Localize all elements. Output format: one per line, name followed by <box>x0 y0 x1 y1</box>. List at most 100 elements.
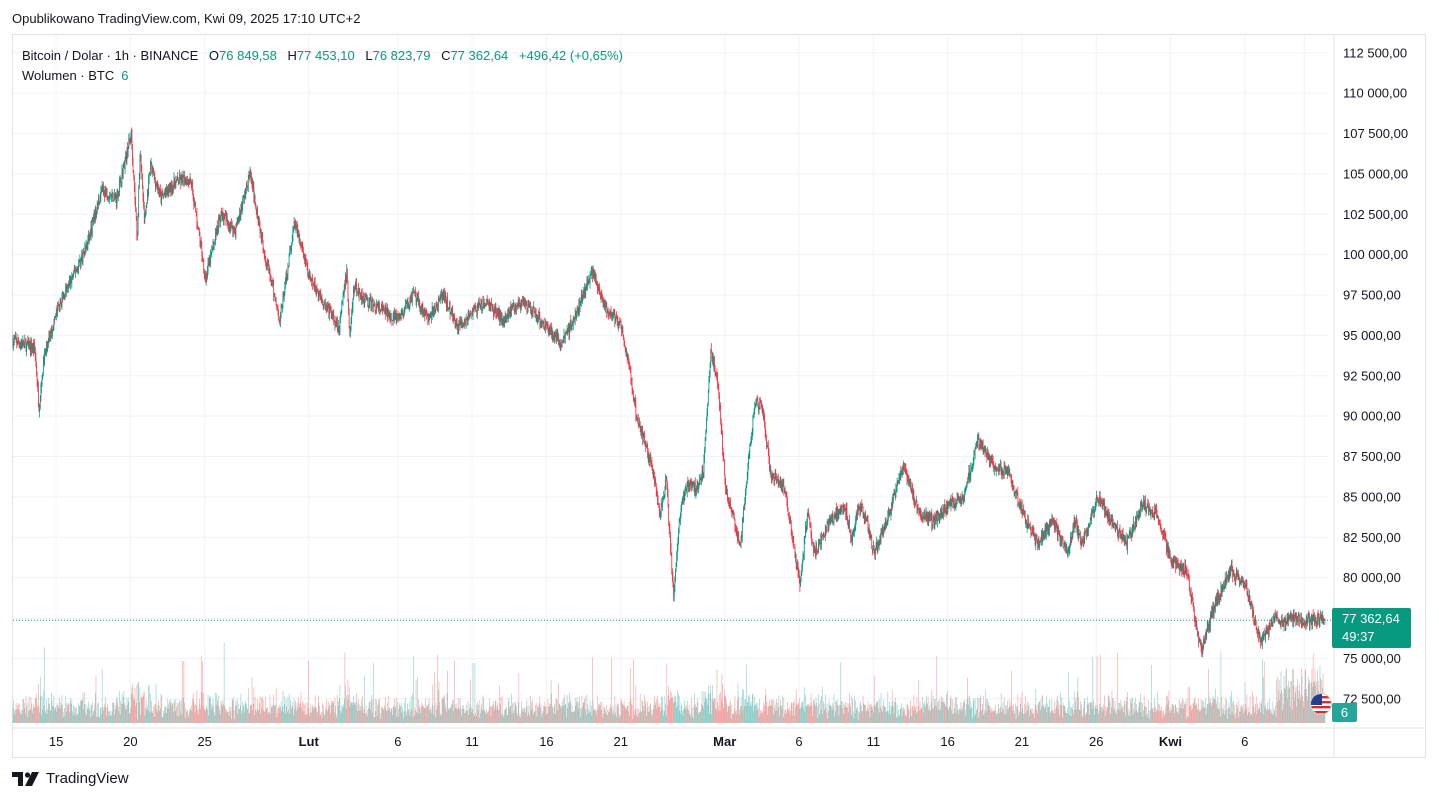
candle-body <box>251 175 252 182</box>
volume-bar <box>1240 706 1242 723</box>
volume-bar <box>433 714 434 723</box>
candle-body <box>318 293 320 299</box>
candle-body <box>873 545 875 552</box>
candle-body <box>135 201 136 209</box>
volume-bar <box>1026 710 1028 723</box>
candle-body <box>173 185 174 191</box>
volume-bar <box>477 710 479 723</box>
candle-body <box>84 247 86 253</box>
volume-bar <box>77 714 78 723</box>
volume-bar <box>39 712 40 723</box>
volume-bar <box>831 707 832 723</box>
volume-bar <box>35 698 36 723</box>
candle-body <box>51 327 52 337</box>
volume-bar <box>227 710 229 723</box>
volume-bar <box>143 691 145 723</box>
volume-bar <box>108 715 110 723</box>
candle-body <box>95 208 97 215</box>
volume-bar <box>277 708 278 723</box>
volume-bar <box>366 716 368 723</box>
volume-bar <box>1010 702 1012 723</box>
candle-body <box>491 303 492 306</box>
candle-body <box>398 314 400 319</box>
candle-body <box>141 166 143 174</box>
candle-body <box>333 314 335 320</box>
volume-bar <box>448 710 450 723</box>
volume-bar <box>847 707 848 723</box>
volume-bar <box>160 708 161 723</box>
volume-bar <box>922 697 923 723</box>
candle-body <box>459 322 460 323</box>
volume-bar <box>1249 696 1251 723</box>
volume-bar <box>740 697 742 723</box>
volume-bar <box>473 713 474 723</box>
volume-bar <box>706 699 708 723</box>
volume-bar <box>386 710 388 723</box>
volume-bar <box>63 711 65 723</box>
volume-bar <box>589 710 590 723</box>
candle-body <box>259 221 260 225</box>
volume-bar <box>1177 707 1179 723</box>
volume-bar <box>1131 703 1133 723</box>
candle-body <box>518 302 520 303</box>
candle-body <box>265 262 267 266</box>
volume-bar <box>286 711 288 723</box>
volume-bar <box>676 708 678 723</box>
candle-body <box>604 300 605 307</box>
volume-bar <box>1280 693 1281 723</box>
volume-bar <box>1054 713 1056 723</box>
volume-bar <box>216 693 218 723</box>
volume-bar <box>417 712 419 723</box>
volume-bar <box>136 684 138 723</box>
volume-bar <box>100 707 102 723</box>
volume-bar <box>78 703 79 723</box>
candle-body <box>129 137 131 142</box>
chart-frame[interactable] <box>12 34 1426 758</box>
volume-bar <box>162 716 164 723</box>
volume-bar <box>590 705 592 723</box>
volume-bar <box>755 704 756 723</box>
volume-bar <box>46 714 48 723</box>
volume-bar <box>746 664 747 723</box>
volume-bar <box>52 706 54 723</box>
candle-body <box>539 312 540 318</box>
volume-bar <box>426 706 428 723</box>
volume-bar <box>37 707 39 723</box>
volume-bar <box>839 705 840 723</box>
candle-body <box>732 512 734 515</box>
volume-bar <box>210 696 211 723</box>
candle-body <box>654 480 656 482</box>
candle-body <box>820 543 822 545</box>
candle-body <box>131 129 132 140</box>
volume-bar <box>155 684 157 723</box>
volume-bar <box>776 699 777 723</box>
volume-bar <box>586 715 587 723</box>
candle-body <box>375 310 377 312</box>
volume-bar <box>1044 703 1046 723</box>
volume-bar <box>953 703 955 723</box>
volume-bar <box>400 706 401 723</box>
volume-bar <box>1126 696 1128 723</box>
candle-body <box>431 316 432 318</box>
volume-bar <box>493 709 495 723</box>
candle-body <box>246 183 248 187</box>
volume-bar <box>684 700 686 723</box>
volume-bar <box>517 715 518 723</box>
volume-bar <box>344 652 346 723</box>
volume-bar <box>651 709 653 723</box>
candle-body <box>497 311 499 314</box>
candle-body <box>834 515 835 517</box>
candle-body <box>323 304 325 306</box>
volume-bar <box>191 705 192 723</box>
volume-bar <box>199 698 200 723</box>
volume-bar <box>45 710 47 723</box>
volume-bar <box>303 712 305 723</box>
volume-bar <box>251 677 253 723</box>
volume-bar <box>655 702 656 723</box>
volume-bar <box>455 707 456 723</box>
volume-bar <box>148 686 150 723</box>
volume-bar <box>1250 713 1252 723</box>
volume-bar <box>839 704 841 723</box>
volume-bar <box>1050 710 1052 723</box>
